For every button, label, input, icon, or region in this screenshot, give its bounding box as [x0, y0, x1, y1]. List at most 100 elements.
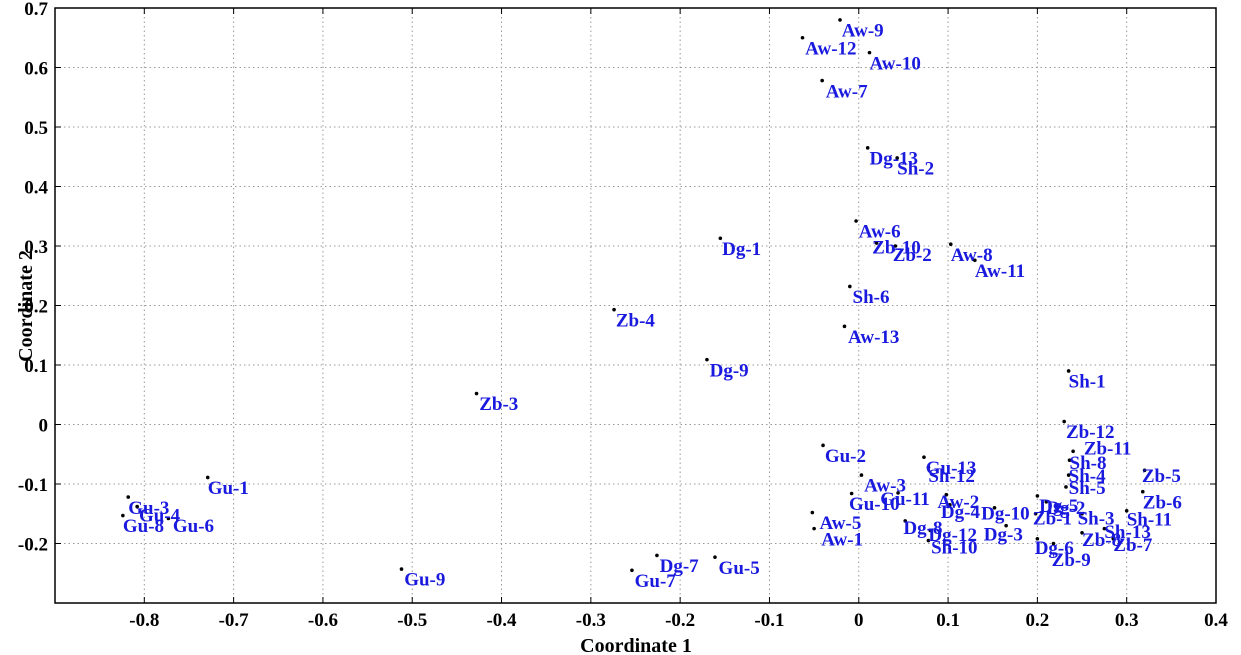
y-tick-label: 0.5	[24, 118, 48, 139]
data-point	[903, 519, 908, 523]
data-point	[1067, 458, 1072, 463]
point-label: Zb-8	[1082, 530, 1121, 551]
data-point	[1124, 508, 1129, 513]
x-tick-label: 0.1	[936, 610, 960, 631]
data-point	[896, 491, 900, 495]
point-label: Gu-1	[208, 478, 249, 499]
point-label: Aw-13	[848, 327, 899, 348]
point-label: Aw-11	[975, 261, 1025, 282]
point-label: Aw-1	[821, 529, 863, 550]
y-tick-label: 0.7	[24, 0, 48, 20]
data-point	[895, 156, 899, 160]
data-point	[1142, 468, 1147, 473]
data-point	[1004, 523, 1008, 528]
point-label: Aw-5	[819, 513, 861, 534]
point-label: Aw-3	[864, 476, 906, 497]
point-label: Gu-4	[139, 505, 181, 526]
data-point	[1062, 419, 1066, 424]
data-point	[1035, 494, 1040, 498]
x-tick-label: -0.7	[219, 610, 250, 631]
point-label: Gu-2	[825, 446, 866, 467]
point-label: Zb-9	[1052, 550, 1091, 571]
x-tick-label: -0.6	[308, 610, 338, 631]
point-label: Gu-9	[404, 570, 445, 591]
data-point	[399, 567, 404, 571]
data-point	[926, 538, 931, 543]
data-point	[126, 495, 131, 499]
y-tick-label: 0.6	[24, 59, 48, 80]
y-tick-label: 0.3	[24, 237, 48, 258]
data-point	[865, 146, 870, 150]
point-label: Zb-11	[1084, 438, 1132, 459]
data-point	[842, 324, 847, 329]
data-points	[121, 18, 1147, 573]
point-label: Dg-5	[1039, 496, 1078, 517]
point-label: Dg-3	[984, 525, 1023, 546]
data-point	[630, 568, 634, 573]
x-tick-label: -0.1	[754, 610, 784, 631]
data-point	[922, 455, 926, 460]
data-point	[1033, 511, 1038, 516]
point-label: Sh-3	[1078, 508, 1115, 529]
data-point	[612, 307, 616, 312]
point-label: Sh-11	[1127, 510, 1172, 531]
point-label: Dg-9	[710, 360, 749, 381]
x-tick-label: -0.4	[486, 610, 517, 631]
point-label: Sh-6	[853, 287, 890, 308]
point-label: Dg-8	[903, 518, 942, 539]
point-label: Dg-4	[941, 502, 981, 523]
point-label: Sh-4	[1069, 466, 1106, 487]
data-point	[849, 491, 854, 496]
point-label: Gu-10	[849, 494, 900, 515]
axis-ticks: -0.8 -0.7 -0.6 -0.5 -0.4 -0.3 -0.2 -0.1 0 0.1 0.2 0…	[18, 0, 1228, 631]
point-label: Dg-1	[722, 239, 761, 260]
point-label: Gu-5	[719, 558, 760, 579]
point-label: Gu-3	[128, 498, 169, 519]
data-point	[1071, 449, 1075, 454]
data-point	[800, 35, 805, 40]
data-point	[854, 219, 858, 223]
point-label: Gu-8	[123, 516, 164, 537]
data-point	[810, 510, 815, 515]
data-point	[1064, 485, 1068, 489]
data-point	[655, 553, 659, 558]
data-point	[944, 492, 949, 497]
y-tick-label: 0	[39, 416, 49, 437]
data-point	[992, 506, 997, 510]
data-point	[874, 241, 879, 245]
data-point	[718, 236, 723, 241]
point-label: Zb-2	[893, 245, 932, 266]
data-point	[848, 284, 852, 289]
data-point	[893, 244, 898, 248]
data-point	[973, 258, 977, 263]
point-label: Zb-7	[1113, 535, 1153, 556]
point-label: Dg-12	[928, 525, 977, 546]
data-point	[821, 443, 825, 448]
data-point	[926, 465, 931, 470]
data-point	[474, 391, 479, 396]
data-point	[1035, 536, 1040, 541]
data-point	[820, 78, 824, 83]
data-point	[838, 18, 842, 22]
point-label: Zb-10	[872, 238, 921, 259]
x-tick-label: 0	[854, 610, 864, 631]
point-label: Sh-8	[1070, 453, 1107, 474]
y-tick-label: 0.1	[24, 356, 48, 377]
x-tick-label: 0.3	[1115, 610, 1139, 631]
data-point	[166, 516, 171, 521]
point-label: Dg-13	[869, 148, 918, 169]
point-label: Zb-12	[1066, 422, 1115, 443]
point-label: Aw-10	[869, 53, 920, 74]
data-point	[812, 526, 816, 531]
point-label: Gu-7	[635, 571, 677, 592]
data-point	[1051, 541, 1056, 546]
point-label: Dg-10	[981, 504, 1030, 525]
data-point	[928, 528, 933, 533]
point-label: Sh-1	[1069, 372, 1106, 393]
point-label: Aw-9	[842, 21, 884, 42]
x-tick-label: -0.5	[397, 610, 427, 631]
point-label: Aw-8	[951, 245, 993, 266]
point-label: Zb-3	[479, 394, 518, 415]
point-label: Aw-12	[805, 38, 856, 59]
